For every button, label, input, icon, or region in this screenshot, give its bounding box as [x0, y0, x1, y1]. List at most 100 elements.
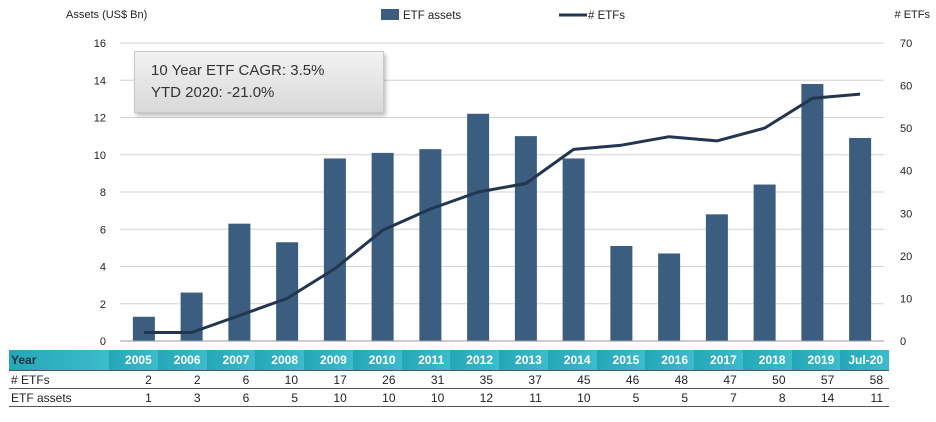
table-year-cell: 2007 — [206, 350, 256, 371]
table-cell: 48 — [645, 370, 694, 389]
table-cell: 6 — [206, 388, 256, 407]
left-axis-title: Assets (US$ Bn) — [66, 9, 147, 21]
right-tick-label: 50 — [900, 123, 912, 135]
table-header-row: Year 2005 2006 2007 2008 2009 2010 2011 2012 201… — [9, 350, 889, 371]
legend: ETF assets # ETFs — [381, 9, 625, 22]
left-tick-label: 14 — [94, 75, 106, 87]
bar-etf-assets — [323, 158, 346, 341]
table-cell: 5 — [255, 388, 304, 407]
right-tick-label: 60 — [900, 81, 912, 93]
left-tick-label: 0 — [100, 336, 106, 348]
right-tick-label: 70 — [900, 38, 912, 50]
chart-canvas: 0 2 4 6 8 10 12 14 16 0 10 20 30 40 50 60 70 Assets (US$… — [66, 9, 931, 348]
left-tick-label: 4 — [100, 262, 106, 274]
data-table: Year 2005 2006 2007 2008 2009 2010 2011 2012 201… — [9, 350, 889, 407]
bar-etf-assets — [849, 137, 872, 341]
left-tick-label: 2 — [100, 299, 106, 311]
left-tick-label: 8 — [100, 187, 106, 199]
table-cell: 11 — [840, 388, 889, 407]
table-year-cell: 2005 — [109, 350, 158, 371]
table-row-label: # ETFs — [9, 370, 109, 389]
right-tick-label: 0 — [900, 336, 906, 348]
bar-etf-assets — [419, 149, 442, 341]
bar-etf-assets — [228, 223, 251, 341]
table-cell: 10 — [304, 388, 353, 407]
bar-etf-assets — [801, 83, 824, 341]
bar-etf-assets — [467, 113, 490, 342]
legend-bar-label: ETF assets — [403, 10, 461, 22]
table-cell: 45 — [547, 370, 597, 389]
table-cell: 14 — [791, 388, 841, 407]
table-year-cell: 2006 — [157, 350, 207, 371]
ytd-line: YTD 2020: -21.0% — [151, 84, 275, 101]
table-cell: 6 — [206, 370, 256, 389]
table-cell: 10 — [352, 388, 402, 407]
right-tick-label: 30 — [900, 208, 912, 220]
table-row-label: ETF assets — [9, 388, 109, 407]
legend-bar-swatch — [381, 9, 399, 20]
table-year-cell: 2014 — [547, 350, 597, 371]
table-cell: 11 — [499, 388, 548, 407]
table-cell: 26 — [352, 370, 402, 389]
table-cell: 2 — [109, 370, 158, 389]
table-year-cell: 2012 — [450, 350, 499, 371]
table-cell: 10 — [547, 388, 597, 407]
table-row-etf-assets: ETF assets 1 3 6 5 10 10 10 12 11 10 5 5 7 8 14 11 — [9, 388, 889, 407]
table-cell: 10 — [255, 370, 304, 389]
table-cell: 31 — [401, 370, 451, 389]
axes: 0 2 4 6 8 10 12 14 16 0 10 20 30 40 50 60 70 — [94, 38, 913, 348]
cagr-line: 10 Year ETF CAGR: 3.5% — [151, 62, 325, 79]
table-cell: 2 — [157, 370, 207, 389]
right-tick-label: 10 — [900, 293, 912, 305]
table-cell: 47 — [694, 370, 743, 389]
table-cell: 46 — [596, 370, 646, 389]
table-year-cell: Jul-20 — [840, 350, 889, 371]
bar-etf-assets — [562, 158, 585, 341]
bar-etf-assets — [132, 316, 155, 341]
bar-etf-assets — [753, 184, 776, 341]
table-year-cell: 2011 — [401, 350, 451, 371]
table-cell: 58 — [840, 370, 889, 389]
table-cell: 10 — [401, 388, 451, 407]
table-year-cell: 2009 — [304, 350, 353, 371]
table-cell: 17 — [304, 370, 353, 389]
table-cell: 5 — [596, 388, 646, 407]
table-cell: 57 — [791, 370, 841, 389]
table-year-cell: 2019 — [791, 350, 841, 371]
table-cell: 12 — [450, 388, 499, 407]
table-cell: 5 — [645, 388, 694, 407]
table-cell: 8 — [742, 388, 792, 407]
table-year-cell: 2010 — [352, 350, 402, 371]
table-cell: 35 — [450, 370, 499, 389]
bar-etf-assets — [371, 152, 394, 341]
bar-etf-assets — [514, 136, 537, 341]
table-year-cell: 2017 — [694, 350, 743, 371]
legend-line-label: # ETFs — [588, 10, 625, 22]
right-axis-title: # ETFs — [895, 9, 931, 21]
table-cell: 3 — [157, 388, 207, 407]
left-tick-label: 6 — [100, 224, 106, 236]
cagr-annotation-box: 10 Year ETF CAGR: 3.5% YTD 2020: -21.0% — [134, 51, 384, 113]
bar-etf-assets — [610, 246, 633, 341]
bar-etf-assets — [705, 214, 728, 341]
table-year-cell: 2015 — [596, 350, 646, 371]
right-tick-label: 40 — [900, 166, 912, 178]
table-cell: 37 — [499, 370, 548, 389]
bar-etf-assets — [276, 242, 299, 341]
bar-etf-assets — [180, 292, 203, 341]
table-row-etf-count: # ETFs 2 2 6 10 17 26 31 35 37 45 46 48 47 50 57 58 — [9, 370, 889, 389]
line-series — [143, 92, 861, 334]
left-tick-label: 10 — [94, 150, 106, 162]
bar-etf-assets — [658, 253, 681, 341]
table-cell: 1 — [109, 388, 158, 407]
right-tick-label: 20 — [900, 251, 912, 263]
line-etf-count — [143, 92, 861, 334]
bar-series — [132, 83, 872, 342]
table-year-cell: 2013 — [499, 350, 548, 371]
table-year-cell: 2018 — [742, 350, 792, 371]
table-cell: 50 — [742, 370, 792, 389]
left-tick-label: 16 — [94, 38, 106, 50]
table-cell: 7 — [694, 388, 743, 407]
table-year-cell: 2008 — [255, 350, 304, 371]
table-header-label: Year — [9, 350, 109, 371]
